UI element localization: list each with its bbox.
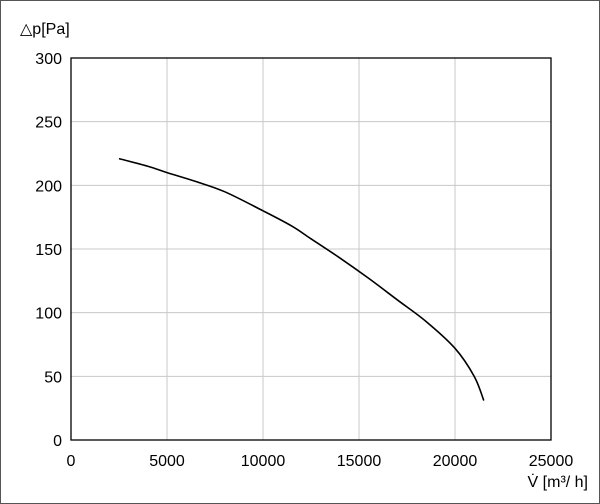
y-tick-label: 0 xyxy=(53,433,62,450)
tick-labels: 0 5000 10000 15000 20000 25000 0 50 100 150 200 250… xyxy=(35,51,573,470)
y-tick-label: 150 xyxy=(35,242,62,259)
x-axis-label: V̇ [m³/ h] xyxy=(528,473,588,491)
y-tick-label: 300 xyxy=(35,51,62,68)
x-tick-label: 25000 xyxy=(529,453,574,470)
x-tick-label: 15000 xyxy=(337,453,382,470)
series-group xyxy=(118,157,485,401)
x-tick-label: 5000 xyxy=(149,453,185,470)
x-tick-label: 10000 xyxy=(241,453,286,470)
plot-area xyxy=(70,57,552,441)
y-tick-label: 50 xyxy=(44,369,62,386)
x-tick-label: 20000 xyxy=(433,453,478,470)
series-line xyxy=(118,157,485,401)
y-tick-label: 100 xyxy=(35,306,62,323)
x-tick-label: 0 xyxy=(67,453,76,470)
y-tick-label: 200 xyxy=(35,178,62,195)
y-tick-label: 250 xyxy=(35,115,62,132)
grid-lines xyxy=(71,58,551,440)
y-axis-label: △p[Pa] xyxy=(20,21,70,38)
